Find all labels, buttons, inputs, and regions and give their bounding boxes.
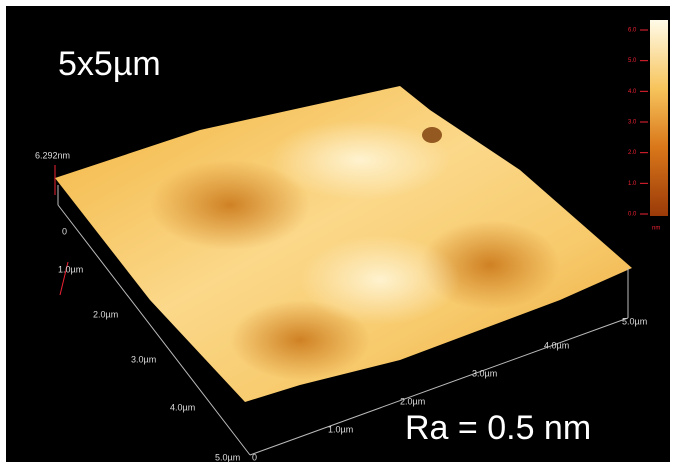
colorbar bbox=[650, 20, 668, 216]
colorbar-tick-label: 3.0 bbox=[628, 120, 637, 126]
afm-figure: 6.292nm 0 0 nm 5x5µm Ra = 0.5 nm 1.0µm 2.… bbox=[0, 0, 676, 468]
bottom-axis-label: 2.0µm bbox=[400, 396, 425, 406]
bottom-axis-label: 3.0µm bbox=[472, 368, 497, 378]
colorbar-tick-label: 0.0 bbox=[628, 212, 637, 218]
origin-label: 0 bbox=[252, 452, 257, 462]
page: 6.292nm 0 0 nm 5x5µm Ra = 0.5 nm 1.0µm 2.… bbox=[0, 0, 676, 468]
colorbar-unit: nm bbox=[652, 226, 660, 232]
colorbar-tick-label: 4.0 bbox=[628, 89, 637, 95]
z-zero-label: 0 bbox=[62, 226, 67, 236]
left-axis-label: 2.0µm bbox=[93, 309, 118, 319]
left-axis-label: 3.0µm bbox=[131, 354, 156, 364]
left-axis-label: 5.0µm bbox=[215, 452, 240, 462]
bottom-axis-label: 1.0µm bbox=[328, 424, 353, 434]
colorbar-tick-label: 1.0 bbox=[628, 181, 637, 187]
z-max-label: 6.292nm bbox=[35, 150, 70, 160]
left-axis-label: 4.0µm bbox=[170, 402, 195, 412]
left-axis-label: 1.0µm bbox=[58, 264, 83, 274]
annotation: Ra = 0.5 nm bbox=[405, 409, 591, 447]
bottom-axis-label: 5.0µm bbox=[622, 316, 647, 326]
colorbar-tick-label: 5.0 bbox=[628, 58, 637, 64]
title: 5x5µm bbox=[58, 45, 161, 83]
bottom-axis-label: 4.0µm bbox=[544, 340, 569, 350]
colorbar-tick-label: 2.0 bbox=[628, 150, 637, 156]
colorbar-tick-label: 6.0 bbox=[628, 28, 637, 34]
